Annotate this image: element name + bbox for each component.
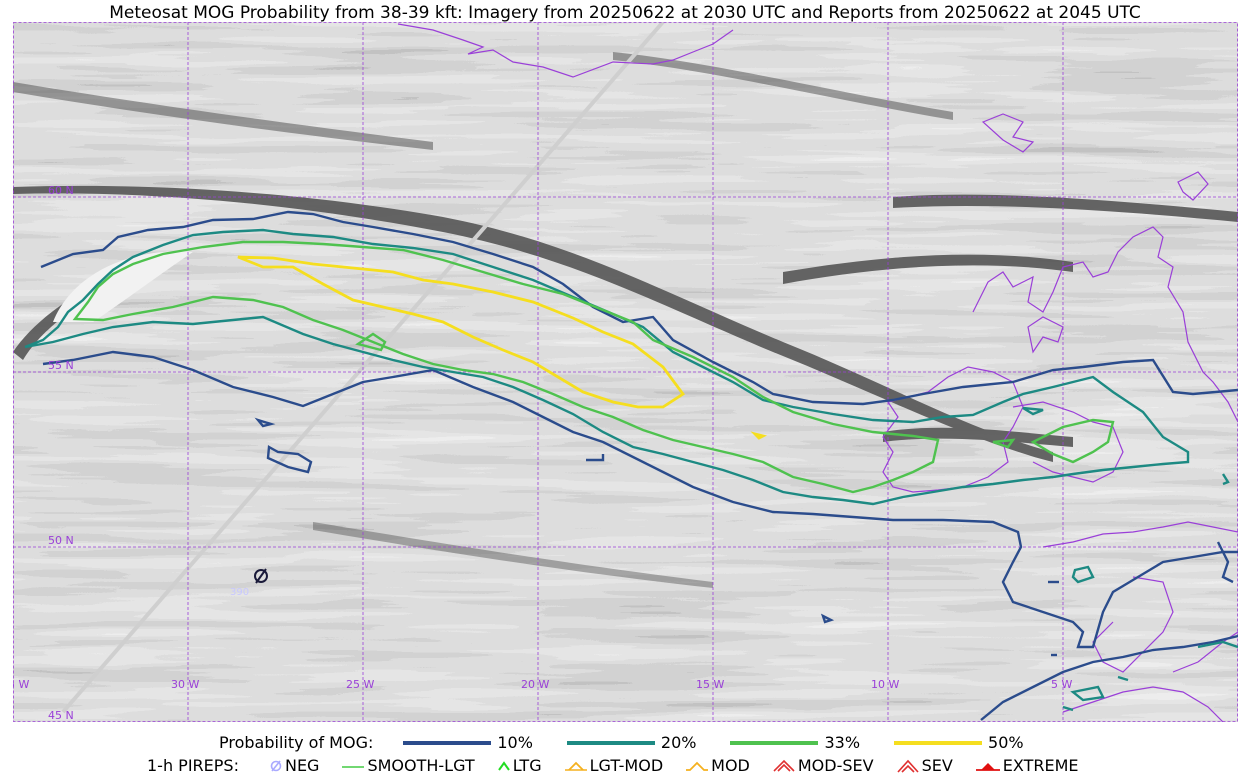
satellite-map[interactable]: 390 60 N 55 N 50 N 45 N 35 W 30 W 25 W 2… xyxy=(13,22,1238,722)
pireps-legend-title: 1-h PIREPS: xyxy=(147,756,239,775)
map-canvas: 390 60 N 55 N 50 N 45 N 35 W 30 W 25 W 2… xyxy=(13,22,1238,722)
legend-item-20: 20% xyxy=(566,733,731,752)
pirep-label-neg: NEG xyxy=(284,756,320,775)
dark-cloud-bands xyxy=(13,52,1238,588)
probability-legend-title: Probability of MOG: xyxy=(219,733,374,752)
lat-label: 45 N xyxy=(48,709,74,722)
lon-label: 10 W xyxy=(871,678,899,691)
coastlines xyxy=(397,23,1238,722)
pirep-label-smooth-lgt: SMOOTH-LGT xyxy=(367,756,475,775)
sev-icon xyxy=(896,759,919,773)
contour-33-percent xyxy=(72,240,1115,494)
extreme-icon xyxy=(975,762,1000,771)
pirep-altitude-label: 390 xyxy=(230,587,249,598)
lon-label: 35 W xyxy=(13,678,29,691)
legend-item-33: 33% xyxy=(730,733,894,752)
mod-sev-icon xyxy=(773,759,795,772)
pirep-label-sev: SEV xyxy=(921,756,953,775)
legend-item-50: 50% xyxy=(894,733,1024,752)
lon-label: 25 W xyxy=(346,678,374,691)
pirep-item-smooth-lgt: SMOOTH-LGT xyxy=(341,756,475,775)
pirep-item-neg: NEG xyxy=(269,756,319,775)
pirep-item-ltg: LTG xyxy=(497,756,542,775)
legend-swatch-33 xyxy=(730,740,819,745)
neg-icon xyxy=(270,760,282,771)
legend-swatch-20 xyxy=(566,740,655,745)
legend-label-33: 33% xyxy=(824,733,861,752)
lgt-mod-icon xyxy=(564,761,587,771)
legend-swatch-10 xyxy=(403,740,492,745)
grid-labels: 60 N 55 N 50 N 45 N 35 W 30 W 25 W 20 W … xyxy=(13,184,1072,722)
lat-label: 60 N xyxy=(48,184,74,197)
legend-swatch-50 xyxy=(894,740,983,745)
ltg-icon xyxy=(497,760,510,771)
pirep-label-ltg: LTG xyxy=(512,756,542,775)
legend-label-50: 50% xyxy=(988,733,1024,752)
pirep-item-mod-sev: MOD-SEV xyxy=(772,756,874,775)
pirep-label-lgt-mod: LGT-MOD xyxy=(589,756,664,775)
pireps-legend: 1-h PIREPS: NEG SMOOTH-LGT LTG xyxy=(147,756,1078,775)
pirep-label-mod-sev: MOD-SEV xyxy=(797,756,874,775)
neg-pirep-marker[interactable] xyxy=(254,568,268,584)
smooth-lgt-icon xyxy=(342,765,365,768)
mod-icon xyxy=(686,761,709,771)
probability-legend: Probability of MOG: 10% 20% 33% 50% xyxy=(219,733,1024,752)
contour-10-percent xyxy=(40,210,1238,721)
pirep-label-mod: MOD xyxy=(711,756,750,775)
pirep-item-lgt-mod: LGT-MOD xyxy=(564,756,664,775)
lon-label: 15 W xyxy=(696,678,724,691)
lon-label: 5 W xyxy=(1051,678,1072,691)
pirep-item-mod: MOD xyxy=(685,756,750,775)
lon-label: 30 W xyxy=(171,678,199,691)
pirep-label-extreme: EXTREME xyxy=(1002,756,1079,775)
lat-label: 55 N xyxy=(48,359,74,372)
contour-20-percent xyxy=(24,228,1238,712)
legend-item-10: 10% xyxy=(403,733,567,752)
bright-cloud-area xyxy=(53,251,193,322)
map-title: Meteosat MOG Probability from 38-39 kft:… xyxy=(109,3,1141,23)
lon-label: 20 W xyxy=(521,678,549,691)
legend-label-20: 20% xyxy=(660,733,697,752)
lat-label: 50 N xyxy=(48,534,74,547)
contour-50-percent xyxy=(237,255,768,440)
pirep-item-extreme: EXTREME xyxy=(975,756,1079,775)
pirep-item-sev: SEV xyxy=(896,756,953,775)
legend-label-10: 10% xyxy=(497,733,533,752)
